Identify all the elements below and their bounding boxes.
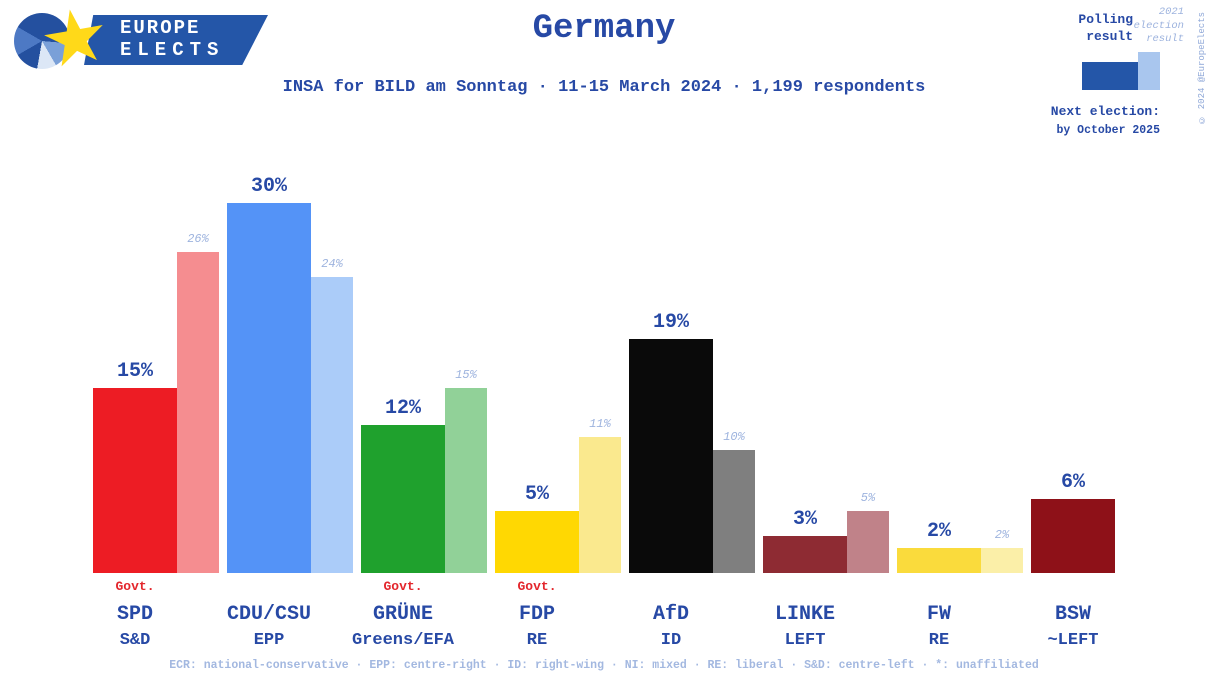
poll-value: 5% [524, 483, 550, 506]
bar-pair: 3% 5% [738, 183, 889, 573]
poll-bar: 3% [763, 508, 847, 573]
party-column: 12% 15% Govt. GRÜNE Greens/EFA [336, 183, 487, 650]
next-election-label: Next election: [1050, 104, 1160, 119]
bar-chart: 15% 26% Govt. SPD S&D 30% 24% CDU/CSU EP… [68, 175, 1140, 650]
party-name: LINKE [774, 603, 835, 626]
govt-label: Govt. [383, 579, 423, 594]
poll-bar: 30% [227, 175, 311, 573]
europe-elects-logo: EUROPE ELECTS [10, 6, 270, 70]
bar-pair: 2% 2% [872, 183, 1023, 573]
election-value: 5% [860, 491, 876, 505]
legend-polling-label: Polling result [1078, 12, 1133, 44]
poll-value: 15% [116, 360, 154, 383]
election-value: 10% [723, 430, 745, 444]
party-group: Greens/EFA [351, 631, 455, 650]
election-bar: 10% [713, 430, 755, 573]
party-column: 6% BSW ~LEFT [1006, 183, 1140, 650]
party-column: 3% 5% LINKE LEFT [738, 183, 889, 650]
next-election-value: by October 2025 [1056, 124, 1160, 137]
party-column: 2% 2% FW RE [872, 183, 1023, 650]
party-group: EPP [253, 631, 285, 650]
poll-value: 12% [384, 397, 422, 420]
party-column: 5% 11% Govt. FDP RE [470, 183, 621, 650]
election-value: 2% [994, 528, 1010, 542]
poll-bar: 6% [1031, 471, 1115, 573]
chart-columns: 15% 26% Govt. SPD S&D 30% 24% CDU/CSU EP… [68, 175, 1140, 650]
page-title: Germany [532, 10, 676, 48]
election-bar: 5% [847, 491, 889, 573]
legend-election-label: 2021 election result [1133, 6, 1184, 46]
govt-label [738, 573, 872, 595]
bar-pair: 12% 15% [336, 183, 487, 573]
bar-pair: 15% 26% [68, 183, 219, 573]
govt-label [604, 573, 738, 595]
party-group: RE [928, 631, 950, 650]
election-value: 24% [321, 257, 343, 271]
election-bar: 11% [579, 417, 621, 573]
bar-pair: 6% [1006, 183, 1140, 573]
election-value: 26% [187, 232, 209, 246]
govt-label: Govt. [517, 579, 557, 594]
party-group: ID [660, 631, 682, 650]
govt-label [202, 573, 336, 595]
party-name: FW [926, 603, 951, 626]
party-group: S&D [119, 631, 151, 650]
poll-bar: 15% [93, 360, 177, 573]
copyright-note: © 2024 @EuropeElects [1197, 12, 1207, 125]
poll-value: 19% [652, 311, 690, 334]
poll-bar: 19% [629, 311, 713, 573]
govt-label [872, 573, 1006, 595]
chart-legend: Polling result 2021 election result Next… [1016, 6, 1192, 146]
govt-label [1006, 573, 1140, 595]
party-group: RE [526, 631, 548, 650]
poll-value: 6% [1060, 471, 1086, 494]
footer-note: ECR: national-conservative · EPP: centre… [169, 659, 1039, 672]
logo-text-line2: ELECTS [120, 39, 225, 61]
bar-pair: 30% 24% [202, 175, 353, 573]
bar-pair: 19% 10% [604, 183, 755, 573]
logo-text-line1: EUROPE [120, 17, 201, 40]
party-name: CDU/CSU [226, 603, 311, 626]
bar-pair: 5% 11% [470, 183, 621, 573]
party-name: GRÜNE [372, 603, 433, 626]
poll-bar: 5% [495, 483, 579, 573]
election-value: 11% [589, 417, 611, 431]
party-column: 19% 10% AfD ID [604, 183, 755, 650]
election-bar: 2% [981, 528, 1023, 573]
election-value: 15% [455, 368, 477, 382]
logo-banner: EUROPE ELECTS [84, 15, 268, 65]
party-group: LEFT [784, 631, 826, 650]
election-bar: 15% [445, 368, 487, 573]
poll-subtitle: INSA for BILD am Sonntag · 11-15 March 2… [282, 78, 926, 97]
poll-value: 3% [792, 508, 818, 531]
election-bar: 24% [311, 257, 353, 573]
poll-value: 30% [250, 175, 288, 198]
party-group: ~LEFT [1047, 631, 1099, 650]
poll-value: 2% [926, 520, 952, 543]
party-name: FDP [518, 603, 555, 626]
election-bar: 26% [177, 232, 219, 573]
party-name: SPD [116, 603, 153, 626]
legend-election-bar [1138, 52, 1160, 90]
poll-bar: 12% [361, 397, 445, 573]
govt-label: Govt. [115, 579, 155, 594]
legend-polling-bar [1082, 62, 1138, 90]
poll-bar: 2% [897, 520, 981, 573]
party-name: BSW [1054, 603, 1091, 626]
party-column: 15% 26% Govt. SPD S&D [68, 183, 219, 650]
party-column: 30% 24% CDU/CSU EPP [202, 175, 353, 650]
party-name: AfD [652, 603, 689, 626]
